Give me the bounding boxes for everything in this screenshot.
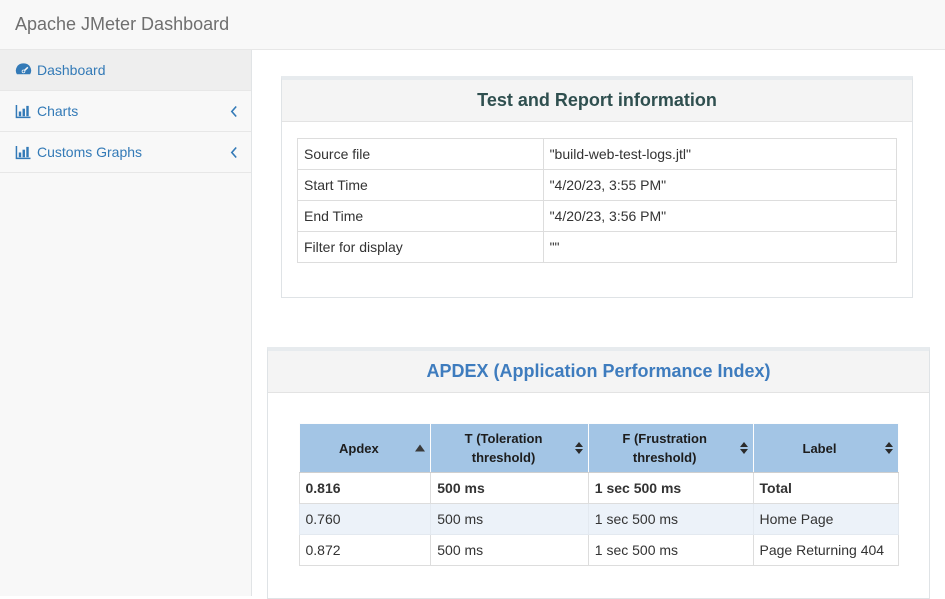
top-navbar: Apache JMeter Dashboard (0, 0, 945, 50)
bar-chart-icon (15, 145, 37, 160)
sidebar-item-dashboard[interactable]: Dashboard (0, 50, 251, 91)
table-row-total: 0.816 500 ms 1 sec 500 ms Total (298, 472, 899, 504)
table-row: 0.872 500 ms 1 sec 500 ms Page Returning… (298, 534, 899, 566)
sort-both-icon (574, 442, 583, 454)
label-value: Page Returning 404 (752, 534, 899, 566)
frustration-value: 1 sec 500 ms (587, 534, 754, 566)
column-header-apdex[interactable]: Apdex (298, 423, 432, 473)
chevron-left-icon (230, 105, 238, 121)
column-header-toleration[interactable]: T (Toleration threshold) (430, 423, 589, 473)
sort-both-icon (884, 442, 893, 454)
main-content: Test and Report information Source file … (252, 50, 945, 599)
toleration-value: 500 ms (430, 503, 589, 535)
sidebar-item-customs-graphs[interactable]: Customs Graphs (0, 132, 251, 173)
apdex-card: APDEX (Application Performance Index) Ap… (267, 347, 930, 599)
apdex-value: 0.872 (298, 534, 432, 566)
info-row-label: Filter for display (297, 231, 544, 263)
bar-chart-icon (15, 104, 37, 119)
sidebar-item-label: Charts (37, 103, 79, 119)
column-header-label[interactable]: Label (752, 423, 899, 473)
table-header-row: Apdex T (Toleration threshold) F (Frustr… (298, 423, 899, 473)
frustration-value: 1 sec 500 ms (587, 472, 754, 504)
sort-ascending-icon (415, 444, 426, 452)
sort-both-icon (739, 442, 748, 454)
apdex-value: 0.760 (298, 503, 432, 535)
info-row-label: Source file (297, 138, 544, 170)
test-report-info-title: Test and Report information (282, 80, 912, 122)
frustration-value: 1 sec 500 ms (587, 503, 754, 535)
apdex-value: 0.816 (298, 472, 432, 504)
label-value: Home Page (752, 503, 899, 535)
sidebar-item-label: Dashboard (37, 62, 106, 78)
toleration-value: 500 ms (430, 472, 589, 504)
info-row-label: Start Time (297, 169, 544, 201)
test-report-info-card: Test and Report information Source file … (281, 76, 913, 298)
info-row-label: End Time (297, 200, 544, 232)
column-header-frustration[interactable]: F (Frustration threshold) (587, 423, 754, 473)
test-report-info-table: Source file "build-web-test-logs.jtl" St… (297, 138, 898, 263)
info-row-value: "build-web-test-logs.jtl" (542, 138, 898, 170)
chevron-left-icon (230, 146, 238, 162)
info-row-value: "4/20/23, 3:55 PM" (542, 169, 898, 201)
table-row: End Time "4/20/23, 3:56 PM" (297, 200, 898, 232)
tachometer-icon (15, 62, 37, 78)
label-value: Total (752, 472, 899, 504)
table-row: Filter for display "" (297, 231, 898, 263)
info-row-value: "" (542, 231, 898, 263)
sidebar-item-label: Customs Graphs (37, 144, 143, 160)
sidebar: Dashboard Charts (0, 50, 252, 596)
table-row: 0.760 500 ms 1 sec 500 ms Home Page (298, 503, 899, 535)
sidebar-item-charts[interactable]: Charts (0, 91, 251, 132)
apdex-table: Apdex T (Toleration threshold) F (Frustr… (298, 423, 899, 566)
table-row: Start Time "4/20/23, 3:55 PM" (297, 169, 898, 201)
apdex-title: APDEX (Application Performance Index) (268, 351, 929, 393)
table-row: Source file "build-web-test-logs.jtl" (297, 138, 898, 170)
info-row-value: "4/20/23, 3:56 PM" (542, 200, 898, 232)
toleration-value: 500 ms (430, 534, 589, 566)
navbar-brand[interactable]: Apache JMeter Dashboard (15, 14, 230, 34)
